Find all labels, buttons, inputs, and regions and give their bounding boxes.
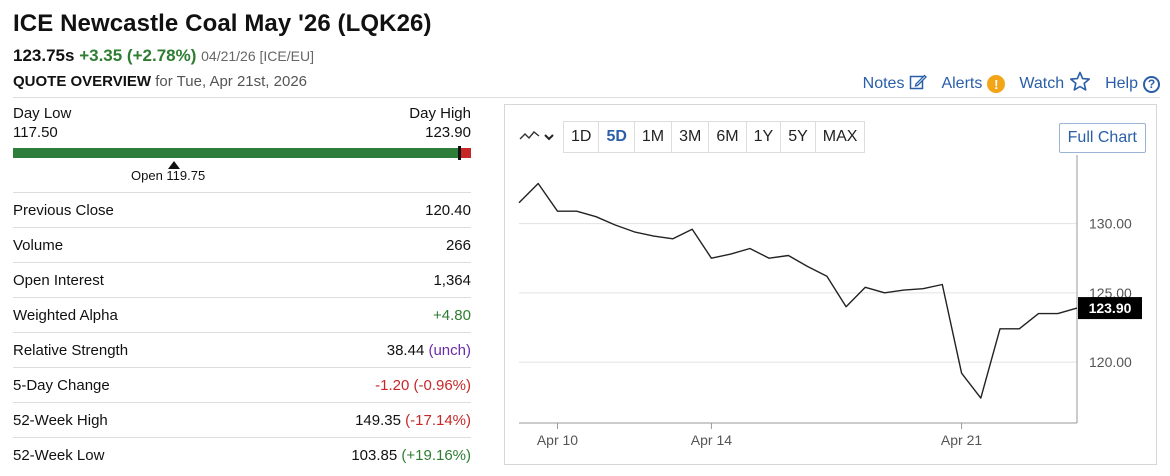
page-title: ICE Newcastle Coal May '26 (LQK26) [13,10,432,37]
price-change: +3.35 (+2.78%) [79,46,197,65]
open-triangle-icon [168,161,180,169]
open-marker-row: Open 119.75 [13,158,471,184]
stat-label: Relative Strength [13,341,129,359]
watch-button[interactable]: Watch [1019,71,1091,97]
notes-button[interactable]: Notes [863,73,928,96]
chart-type-selector[interactable] [519,129,555,146]
alert-icon: ! [987,75,1006,93]
day-range-bar-remainder [460,148,471,158]
price-line [518,182,1078,399]
stat-value: 266 [445,236,471,254]
stat-row: 52-Week Low 103.85 (+19.16%) [13,437,471,472]
stat-label: 52-Week Low [13,446,105,464]
stat-change: (-17.14%) [405,411,471,429]
timeframe-1y[interactable]: 1Y [747,122,782,152]
help-button[interactable]: Help ? [1105,75,1160,93]
quote-line: 123.75s +3.35 (+2.78%) 04/21/26 [ICE/EU] [13,46,314,66]
stat-row: 52-Week High 149.35 (-17.14%) [13,402,471,437]
overview-date: for Tue, Apr 21st, 2026 [155,73,308,90]
alerts-button[interactable]: Alerts ! [941,75,1006,93]
day-high-value: 123.90 [425,124,471,141]
last-price-marker [458,146,461,160]
overview-title: QUOTE OVERVIEW [13,73,152,90]
timeframe-5y[interactable]: 5Y [781,122,816,152]
y-tick-label: 130.00 [1089,216,1132,232]
stat-row: Weighted Alpha +4.80 [13,297,471,332]
timeframe-toolbar: 1D 5D 1M 3M 6M 1Y 5Y MAX [519,121,866,153]
day-high-label: Day High [409,105,471,122]
notes-label: Notes [862,75,905,92]
timeframe-buttons: 1D 5D 1M 3M 6M 1Y 5Y MAX [563,121,866,153]
stat-label: Open Interest [13,271,104,289]
timeframe-max[interactable]: MAX [822,128,858,145]
stat-value: 120.40 [425,201,471,219]
stat-value: 38.44 [386,341,425,359]
stat-value: 149.35 [355,411,401,429]
stat-value: 1,364 [433,271,471,289]
quote-overview-heading: QUOTE OVERVIEW for Tue, Apr 21st, 2026 [13,73,307,90]
stat-label: Volume [13,236,64,254]
timeframe-1d[interactable]: 1D [564,122,600,152]
day-range-bar [13,146,471,160]
stat-change: (+19.16%) [401,446,471,464]
help-label: Help [1105,75,1138,92]
stat-row: 5-Day Change -1.20 (-0.96%) [13,367,471,402]
timeframe-5d[interactable]: 5D [599,122,635,152]
stat-label: Weighted Alpha [13,306,118,324]
price-chart: 130.00 125.00 120.00 Apr 10 Apr 14 Apr 21 123.… [504,104,1157,465]
full-chart-button[interactable]: Full Chart [1058,123,1146,153]
stat-label: 52-Week High [13,411,108,429]
timeframe-6m[interactable]: 6M [709,122,747,152]
stat-row: Previous Close 120.40 [13,192,471,227]
stat-row: Relative Strength 38.44 (unch) [13,332,471,367]
header-divider [13,97,1160,98]
x-tick-label: Apr 10 [537,432,578,448]
stat-value-group: 103.85 (+19.16%) [351,447,471,464]
star-icon [1069,71,1091,97]
last-price: 123.75s [13,46,75,65]
stat-change: (unch) [428,341,471,359]
line-chart-icon [519,129,541,146]
last-price-label: 123.90 [1089,300,1132,316]
toolbar: Notes Alerts ! Watch Help ? [863,71,1160,97]
x-tick-label: Apr 21 [941,432,982,448]
stats-table: Previous Close 120.40 Volume 266 Open In… [13,192,471,472]
timeframe-3m[interactable]: 3M [672,122,710,152]
stat-label: Previous Close [13,201,114,219]
day-low-label: Day Low [13,105,72,122]
y-tick-label: 125.00 [1089,285,1132,301]
stat-value: 103.85 [351,446,398,464]
open-label: Open 119.75 [131,168,206,183]
edit-icon [909,73,928,96]
stat-value: +4.80 [433,306,471,324]
day-low-value: 117.50 [13,124,58,141]
quote-overview-panel: Day Low 117.50 Day High 123.90 Open 119.… [13,104,471,472]
stat-value-group: 149.35 (-17.14%) [355,412,471,429]
alerts-label: Alerts [941,75,983,92]
timeframe-1m[interactable]: 1M [635,122,673,152]
price-chart-svg: 130.00 125.00 120.00 Apr 10 Apr 14 Apr 21 123.… [518,155,1142,448]
x-tick-label: Apr 14 [691,432,732,448]
stat-row: Volume 266 [13,227,471,262]
last-price-label-box [1078,297,1142,320]
y-tick-label: 120.00 [1089,354,1132,370]
question-icon: ? [1143,75,1160,93]
chevron-down-icon [543,129,555,145]
quote-timestamp: 04/21/26 [ICE/EU] [201,48,314,64]
day-range-labels: Day Low 117.50 Day High 123.90 [13,104,471,142]
watch-label: Watch [1019,75,1065,92]
stat-row: Open Interest 1,364 [13,262,471,297]
stat-label: 5-Day Change [13,376,110,394]
stat-value: -1.20 (-0.96%) [375,376,471,394]
stat-value-group: 38.44 (unch) [387,342,471,359]
